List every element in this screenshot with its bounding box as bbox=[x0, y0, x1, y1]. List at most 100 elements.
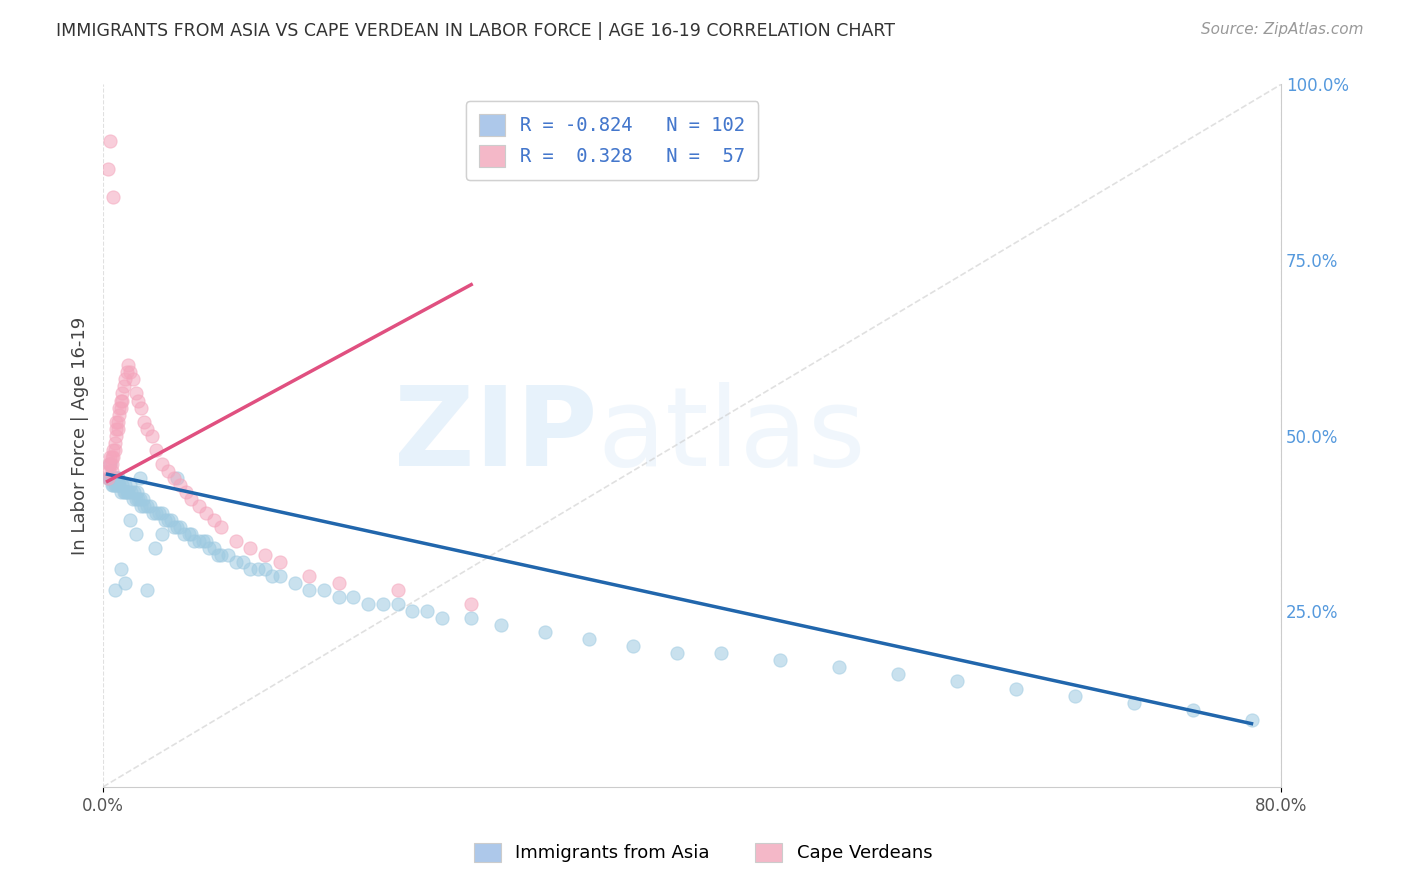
Point bbox=[111, 393, 134, 408]
Point bbox=[105, 415, 128, 429]
Point bbox=[104, 478, 127, 492]
Point bbox=[118, 513, 141, 527]
Point bbox=[96, 471, 118, 485]
Point bbox=[239, 562, 262, 576]
Point bbox=[357, 597, 380, 611]
Point bbox=[110, 401, 132, 415]
Point bbox=[134, 499, 156, 513]
Point bbox=[298, 583, 321, 598]
Point bbox=[387, 597, 409, 611]
Point bbox=[180, 491, 202, 506]
Point bbox=[166, 520, 188, 534]
Point bbox=[150, 527, 173, 541]
Point bbox=[127, 491, 149, 506]
Point bbox=[416, 604, 439, 618]
Point bbox=[129, 471, 152, 485]
Y-axis label: In Labor Force | Age 16-19: In Labor Force | Age 16-19 bbox=[72, 317, 89, 555]
Point bbox=[160, 513, 183, 527]
Point bbox=[177, 527, 200, 541]
Point bbox=[110, 484, 132, 499]
Point bbox=[127, 393, 149, 408]
Text: atlas: atlas bbox=[598, 382, 866, 489]
Point bbox=[107, 415, 129, 429]
Point bbox=[328, 590, 350, 604]
Point bbox=[174, 484, 197, 499]
Point bbox=[103, 471, 125, 485]
Point bbox=[112, 379, 135, 393]
Point bbox=[1063, 689, 1085, 703]
Point bbox=[666, 646, 689, 660]
Point bbox=[131, 499, 153, 513]
Point bbox=[156, 464, 179, 478]
Point bbox=[103, 442, 125, 457]
Point bbox=[104, 471, 127, 485]
Text: ZIP: ZIP bbox=[395, 382, 598, 489]
Point bbox=[117, 359, 139, 373]
Point bbox=[166, 471, 188, 485]
Point bbox=[150, 506, 173, 520]
Point bbox=[207, 548, 229, 562]
Point bbox=[489, 618, 512, 632]
Point bbox=[110, 562, 132, 576]
Point bbox=[103, 190, 125, 204]
Point bbox=[298, 569, 321, 583]
Point bbox=[460, 597, 482, 611]
Point bbox=[283, 576, 305, 591]
Point bbox=[387, 583, 409, 598]
Point bbox=[111, 478, 134, 492]
Text: IMMIGRANTS FROM ASIA VS CAPE VERDEAN IN LABOR FORCE | AGE 16-19 CORRELATION CHAR: IMMIGRANTS FROM ASIA VS CAPE VERDEAN IN … bbox=[56, 22, 896, 40]
Point bbox=[710, 646, 733, 660]
Point bbox=[104, 435, 127, 450]
Point bbox=[578, 632, 600, 647]
Point bbox=[183, 534, 205, 549]
Point bbox=[124, 527, 146, 541]
Point bbox=[107, 478, 129, 492]
Point bbox=[114, 372, 136, 386]
Point bbox=[98, 464, 121, 478]
Point bbox=[180, 527, 202, 541]
Point bbox=[108, 401, 131, 415]
Point bbox=[225, 534, 247, 549]
Point bbox=[621, 640, 644, 654]
Point bbox=[269, 569, 291, 583]
Point bbox=[153, 513, 176, 527]
Point bbox=[1005, 681, 1028, 696]
Point bbox=[111, 386, 134, 401]
Point bbox=[100, 457, 122, 471]
Point bbox=[187, 534, 209, 549]
Point bbox=[401, 604, 423, 618]
Point bbox=[169, 478, 191, 492]
Text: Source: ZipAtlas.com: Source: ZipAtlas.com bbox=[1201, 22, 1364, 37]
Point bbox=[328, 576, 350, 591]
Point bbox=[946, 674, 969, 689]
Point bbox=[114, 576, 136, 591]
Point bbox=[1181, 702, 1204, 716]
Point bbox=[98, 457, 121, 471]
Point bbox=[100, 471, 122, 485]
Point bbox=[254, 562, 277, 576]
Point bbox=[131, 401, 153, 415]
Point bbox=[209, 520, 232, 534]
Point bbox=[239, 541, 262, 555]
Point bbox=[121, 372, 143, 386]
Point bbox=[156, 513, 179, 527]
Point bbox=[129, 491, 152, 506]
Point bbox=[312, 583, 335, 598]
Point bbox=[173, 527, 195, 541]
Point bbox=[232, 555, 254, 569]
Point bbox=[112, 484, 135, 499]
Legend: R = -0.824   N = 102, R =  0.328   N =  57: R = -0.824 N = 102, R = 0.328 N = 57 bbox=[465, 101, 758, 180]
Point bbox=[96, 471, 118, 485]
Point bbox=[108, 408, 131, 422]
Point bbox=[145, 506, 167, 520]
Point bbox=[533, 625, 555, 640]
Point bbox=[262, 569, 284, 583]
Point bbox=[101, 457, 124, 471]
Point bbox=[150, 457, 173, 471]
Point bbox=[1240, 713, 1263, 727]
Point bbox=[142, 506, 165, 520]
Point bbox=[460, 611, 482, 625]
Point bbox=[136, 422, 159, 436]
Point bbox=[101, 464, 124, 478]
Point bbox=[125, 484, 148, 499]
